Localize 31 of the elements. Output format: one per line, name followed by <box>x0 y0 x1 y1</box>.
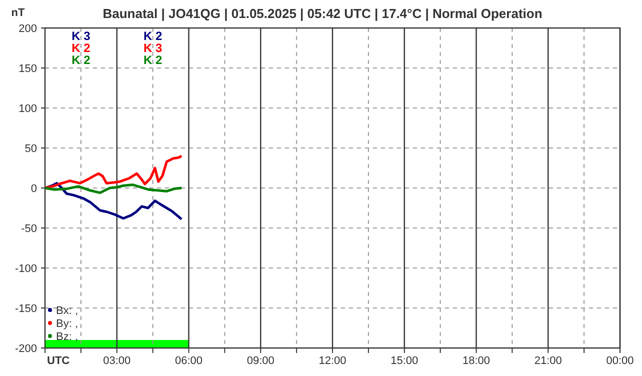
legend-label: By: , <box>56 318 78 330</box>
annotation: K 3 <box>143 41 162 55</box>
y-tick-label: 100 <box>18 103 37 115</box>
annotation: K 3 <box>72 29 91 43</box>
y-tick-label: -50 <box>21 223 37 235</box>
legend-label: Bz: , <box>56 331 78 343</box>
x-tick-label: 03:00 <box>103 355 131 367</box>
y-tick-label: 50 <box>24 143 37 155</box>
annotation: K 2 <box>72 41 91 55</box>
x-tick-label: 21:00 <box>534 355 562 367</box>
y-tick-label: -150 <box>14 303 37 315</box>
y-tick-label: 150 <box>18 63 37 75</box>
y-tick-label: 0 <box>30 183 37 195</box>
y-axis-title: nT <box>11 7 25 19</box>
legend-label: Bx: , <box>56 305 78 317</box>
x-tick-label: 09:00 <box>246 355 274 367</box>
x-axis-title: UTC <box>47 355 70 367</box>
x-tick-label: 15:00 <box>390 355 418 367</box>
annotation: K 2 <box>143 53 162 67</box>
annotation: K 2 <box>143 29 162 43</box>
line-series <box>44 154 183 190</box>
x-tick-label: 00:00 <box>606 355 634 367</box>
y-tick-label: -100 <box>14 263 37 275</box>
line-series <box>44 184 183 194</box>
y-tick-label: 200 <box>18 23 37 35</box>
annotation: K 2 <box>72 53 91 67</box>
chart-title: Baunatal | JO41QG | 01.05.2025 | 05:42 UTC | 17.4°C | Normal Operation <box>102 6 542 21</box>
y-tick-label: -200 <box>14 343 37 355</box>
x-tick-label: 06:00 <box>174 355 203 367</box>
x-tick-label: 18:00 <box>462 355 490 367</box>
x-tick-label: 12:00 <box>318 355 346 367</box>
